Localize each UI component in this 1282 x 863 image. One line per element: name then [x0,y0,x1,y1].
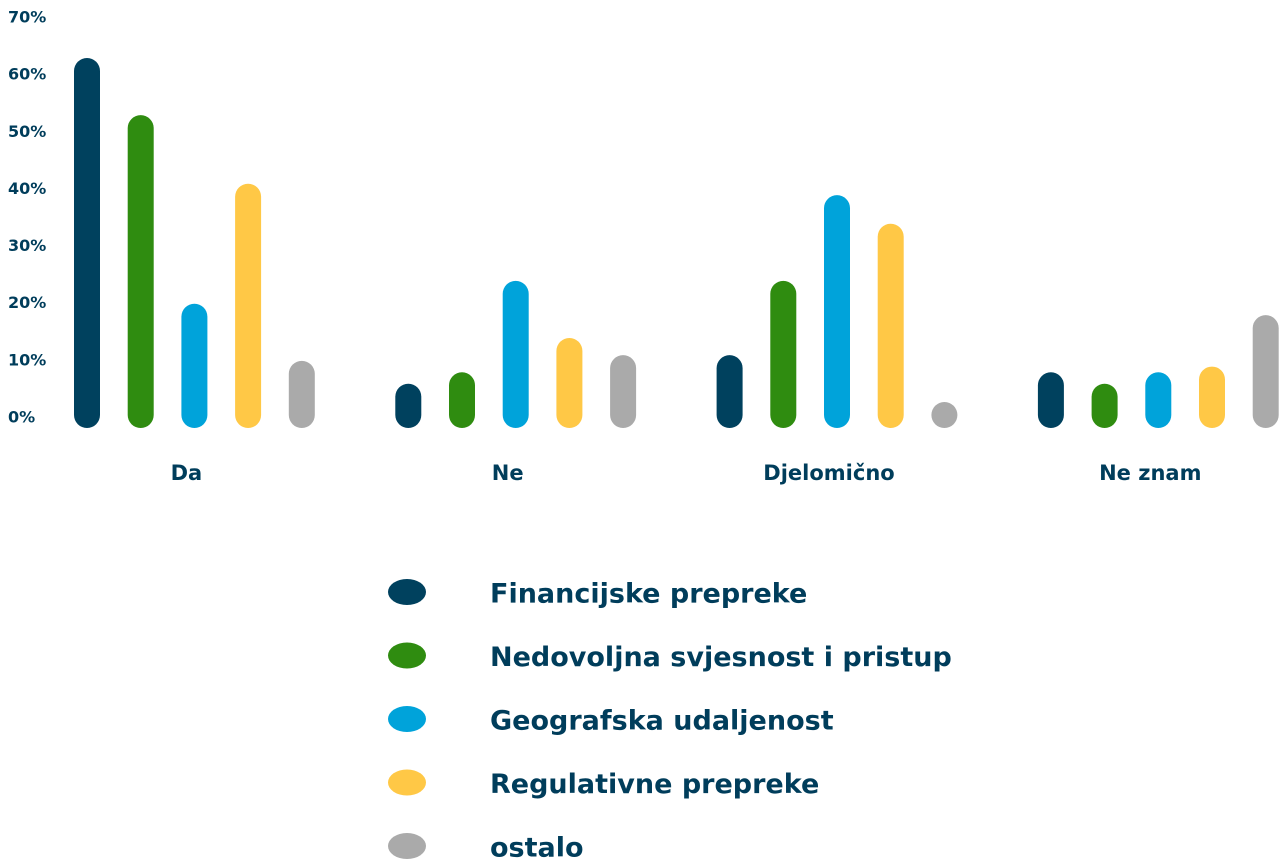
y-tick-label: 0% [8,408,35,427]
y-tick-label: 60% [8,65,46,84]
bar [770,280,797,428]
bar [395,383,422,428]
y-tick-label: 10% [8,350,46,369]
legend-label: Geografska udaljenost [490,706,834,737]
legend-label: Nedovoljna svjesnost i pristup [490,642,952,673]
bar [931,402,958,428]
bar [556,338,583,428]
bar [610,355,637,428]
bar [1037,372,1064,428]
legend-swatch [388,769,426,796]
x-tick-label: Djelomično [763,461,894,485]
bar [449,372,475,428]
bar [74,58,100,428]
legend-swatch [388,642,426,669]
bar [127,115,154,429]
bar [181,303,208,428]
bar [716,355,743,428]
x-tick-label: Ne [492,461,524,485]
bar [235,183,262,428]
x-tick-label: Da [171,461,203,485]
bar [824,195,850,428]
bar [877,223,904,428]
y-tick-label: 70% [8,8,46,27]
bar [1091,383,1118,428]
legend-swatch [388,706,426,732]
y-tick-label: 30% [8,236,46,255]
legend-swatch [388,833,426,859]
y-tick-label: 20% [8,293,46,312]
bar [1252,315,1279,428]
legend-label: ostalo [490,833,584,863]
legend-label: Regulativne prepreke [490,769,819,800]
bar [502,280,529,428]
legend-label: Financijske prepreke [490,579,807,610]
bar [288,360,315,428]
y-tick-label: 40% [8,179,46,198]
bar [1199,366,1225,428]
x-tick-label: Ne znam [1099,461,1201,485]
legend-swatch [388,579,426,605]
y-tick-label: 50% [8,122,46,141]
bar [1145,372,1172,428]
